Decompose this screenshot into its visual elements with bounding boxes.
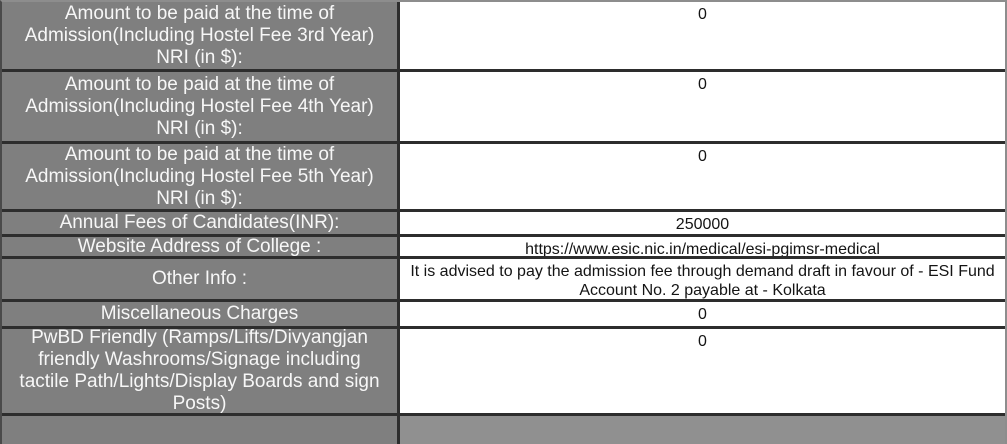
row-label-pwbd-friendly: PwBD Friendly (Ramps/Lifts/Divyangjan fr…	[2, 329, 400, 413]
row-label-miscellaneous-charges: Miscellaneous Charges	[2, 302, 400, 326]
table-row-partial	[2, 416, 1005, 444]
table-row: Website Address of College : https://www…	[2, 237, 1005, 259]
row-label-admission-fee-4th-year-nri: Amount to be paid at the time of Admissi…	[2, 72, 400, 141]
table-row: PwBD Friendly (Ramps/Lifts/Divyangjan fr…	[2, 329, 1005, 416]
table-row: Miscellaneous Charges 0	[2, 302, 1005, 329]
row-label-admission-fee-3rd-year-nri: Amount to be paid at the time of Admissi…	[2, 2, 400, 69]
row-label-partial	[2, 416, 400, 444]
row-label-other-info: Other Info :	[2, 259, 400, 299]
row-value-annual-fees-inr: 250000	[400, 212, 1005, 234]
table-row: Annual Fees of Candidates(INR): 250000	[2, 212, 1005, 237]
table-row: Other Info : It is advised to pay the ad…	[2, 259, 1005, 302]
row-value-admission-fee-3rd-year-nri: 0	[400, 2, 1005, 69]
row-value-admission-fee-5th-year-nri: 0	[400, 144, 1005, 209]
row-value-pwbd-friendly: 0	[400, 329, 1005, 413]
table-row: Amount to be paid at the time of Admissi…	[2, 72, 1005, 144]
row-value-other-info: It is advised to pay the admission fee t…	[400, 259, 1005, 299]
row-value-partial	[400, 416, 1005, 444]
row-label-website-address: Website Address of College :	[2, 237, 400, 256]
table-row: Amount to be paid at the time of Admissi…	[2, 2, 1005, 72]
row-value-admission-fee-4th-year-nri: 0	[400, 72, 1005, 141]
row-label-annual-fees-inr: Annual Fees of Candidates(INR):	[2, 212, 400, 234]
row-value-miscellaneous-charges: 0	[400, 302, 1005, 326]
row-value-website-address: https://www.esic.nic.in/medical/esi-pgim…	[400, 237, 1005, 256]
row-label-admission-fee-5th-year-nri: Amount to be paid at the time of Admissi…	[2, 144, 400, 209]
table-row: Amount to be paid at the time of Admissi…	[2, 144, 1005, 212]
